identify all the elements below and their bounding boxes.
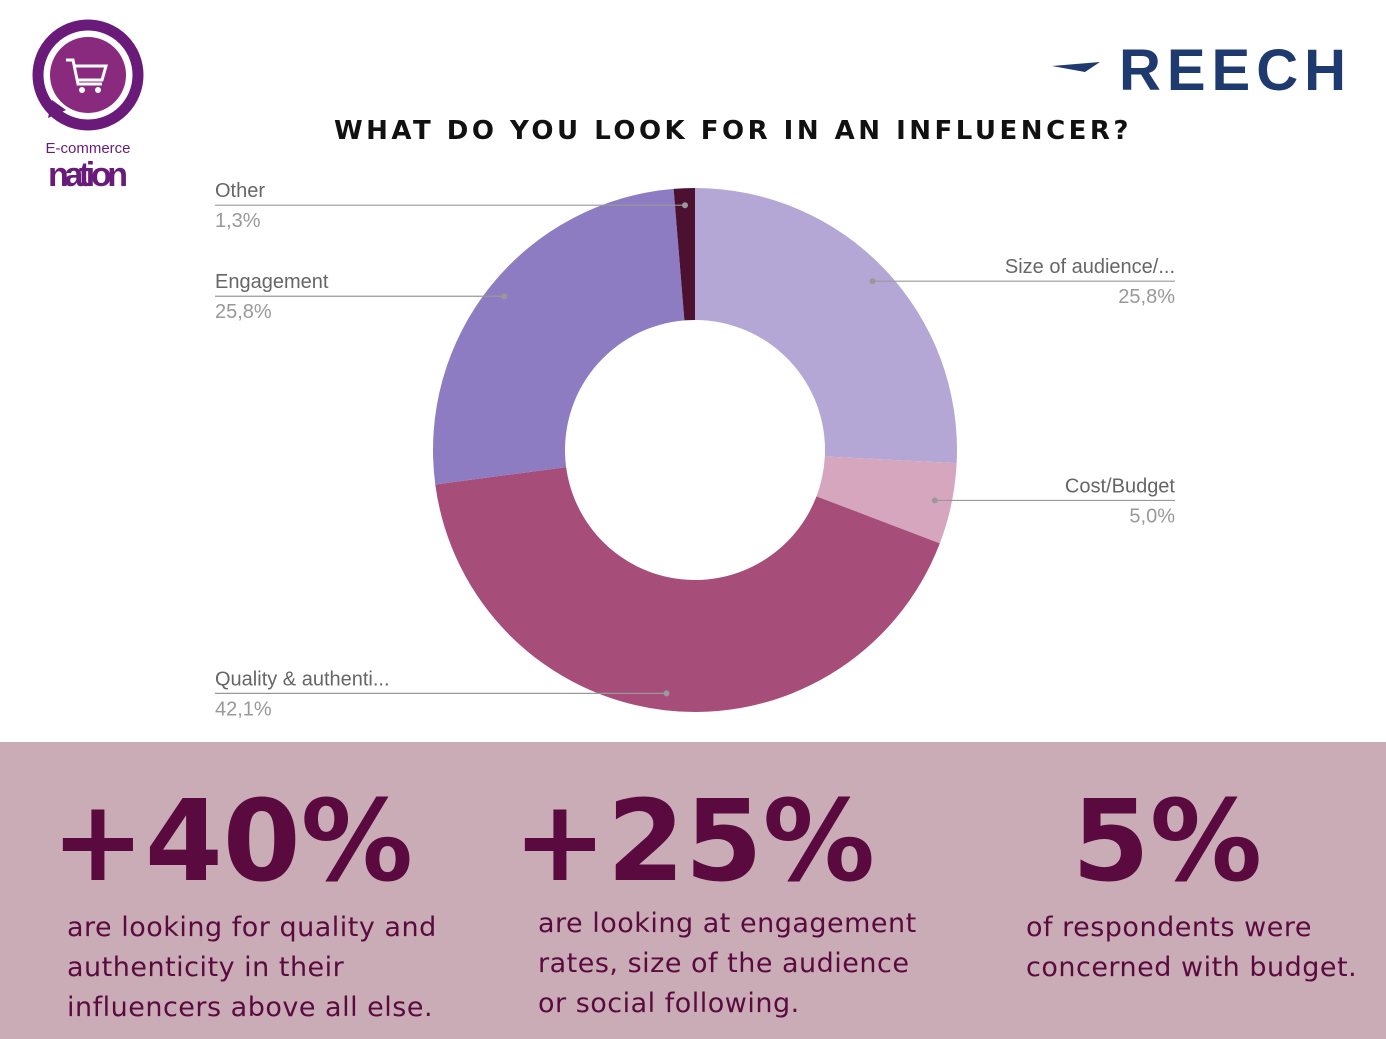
stat-text: are looking at engagement: [538, 908, 917, 939]
stat-figure: 5%: [1072, 777, 1262, 907]
slice: [816, 456, 957, 544]
logo-text: E-commerce: [45, 140, 130, 157]
leader-dot: [501, 293, 508, 300]
slice-value: 42,1%: [215, 698, 272, 720]
leader-dot: [931, 497, 938, 504]
slice-value: 5,0%: [1129, 505, 1175, 527]
slice: [695, 188, 957, 464]
logo-ring: [32, 19, 144, 131]
stat-text: authenticity in their: [67, 952, 345, 983]
leader-dot: [681, 202, 688, 209]
slice-label: Quality & authenti...: [215, 668, 390, 690]
stat-text: or social following.: [538, 988, 800, 1019]
slice: [673, 188, 695, 321]
stat-text: concerned with budget.: [1026, 952, 1357, 983]
cart-icon: [66, 58, 108, 86]
logo-text: nation: [48, 156, 128, 194]
brand: REECH: [1119, 38, 1352, 103]
stat-text: of respondents were: [1026, 912, 1312, 943]
leader-dot: [663, 690, 670, 697]
leader-dot: [869, 278, 876, 285]
stat-text: are looking for quality and: [67, 912, 437, 943]
stats: +40% are looking for quality and authentic…: [51, 777, 1357, 1023]
cart-wheel: [79, 87, 85, 93]
stat-figure: +40%: [51, 777, 413, 907]
stat-text: rates, size of the audience: [538, 948, 910, 979]
donut: Size of audience/... 25,8% Cost/Budget 5,0%…: [215, 180, 1175, 720]
slice-value: 25,8%: [1118, 286, 1175, 308]
logo-disc: [50, 37, 126, 113]
slice-label: Other: [215, 180, 265, 202]
stat-figure: +25%: [513, 777, 875, 907]
logo-tail: [48, 100, 66, 118]
logo: E-commerce nation: [32, 19, 144, 194]
stats-band: [0, 742, 1386, 1039]
brand-mark: [1052, 62, 1100, 72]
slice-value: 1,3%: [215, 210, 261, 232]
slice: [433, 188, 685, 485]
slice-label: Size of audience/...: [1005, 256, 1175, 278]
stat-text: influencers above all else.: [67, 992, 433, 1023]
slice-label: Cost/Budget: [1065, 475, 1176, 497]
slice: [435, 467, 940, 712]
slice-value: 25,8%: [215, 301, 272, 323]
slice-label: Engagement: [215, 271, 329, 293]
cart-wheel: [95, 87, 101, 93]
chart-title: WHAT DO YOU LOOK FOR IN AN INFLUENCER?: [334, 116, 1132, 146]
